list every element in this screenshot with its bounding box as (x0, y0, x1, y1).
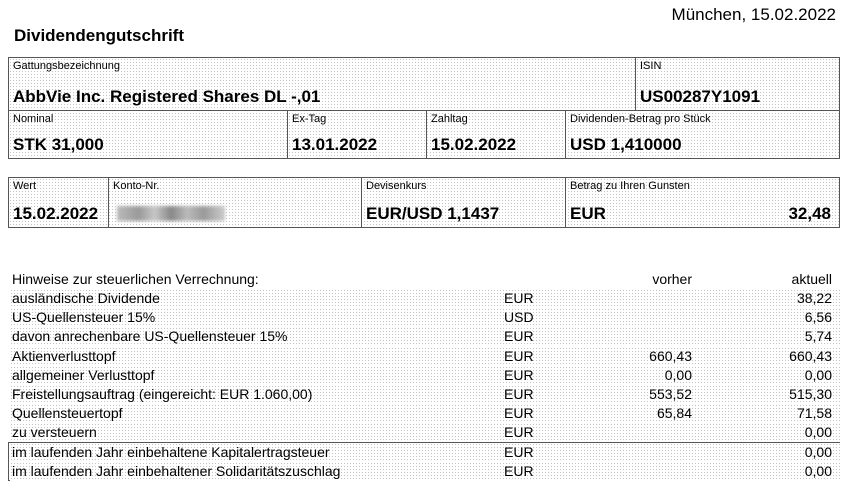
document-title: Dividendengutschrift (14, 26, 185, 45)
tax-row-text: Aktienverlusttopf (12, 347, 116, 364)
betrag-cell: Betrag zu Ihren Gunsten EUR 32,48 (565, 178, 839, 227)
betrag-value: 32,48 (788, 204, 831, 223)
isin-value: US00287Y1091 (640, 87, 761, 106)
tax-row: zu versteuern EUR 0,00 (10, 423, 840, 443)
tax-heading: Hinweise zur steuerlichen Verrechnung: (12, 271, 259, 287)
tax-row-aktuell: 6,56 (804, 309, 832, 326)
tax-row-currency: EUR (504, 366, 534, 383)
tax-row-currency: EUR (504, 405, 534, 422)
extag-cell: Ex-Tag 13.01.2022 (287, 111, 426, 158)
devisen-value: EUR/USD 1,1437 (366, 204, 500, 223)
tax-row-currency: EUR (504, 328, 534, 345)
tax-row-text: Quellensteuertopf (12, 405, 123, 422)
tax-row-text: allgemeiner Verlusttopf (12, 366, 155, 383)
wert-value: 15.02.2022 (13, 204, 99, 223)
payment-box: Wert 15.02.2022 Konto-Nr. Devisenkurs EU… (8, 177, 840, 228)
betrag-label: Betrag zu Ihren Gunsten (570, 180, 690, 192)
nominal-value: STK 31,000 (13, 135, 104, 154)
konto-redacted (117, 206, 225, 221)
col-aktuell: aktuell (791, 271, 832, 287)
tax-row-text: davon anrechenbare US-Quellensteuer 15% (12, 328, 288, 345)
tax-row-aktuell: 5,74 (804, 328, 832, 345)
tax-row-text: im laufenden Jahr einbehaltene Kapitaler… (12, 444, 330, 460)
tax-row-text: ausländische Dividende (12, 290, 160, 306)
tax-row-text: US-Quellensteuer 15% (12, 309, 156, 326)
konto-cell: Konto-Nr. (108, 178, 361, 227)
tax-row: allgemeiner Verlusttopf EUR 0,00 0,00 (10, 365, 840, 385)
tax-row-currency: USD (504, 309, 534, 326)
col-vorher: vorher (652, 271, 692, 287)
zahltag-label: Zahltag (431, 113, 468, 125)
tax-row-aktuell: 0,00 (804, 444, 832, 460)
devisen-label: Devisenkurs (366, 180, 427, 192)
tax-row-vorher: 553,52 (649, 386, 692, 402)
tax-row-aktuell: 38,22 (796, 290, 832, 306)
nominal-cell: Nominal STK 31,000 (9, 111, 287, 158)
tax-row-vorher: 0,00 (664, 366, 692, 383)
tax-boxed-row: im laufenden Jahr einbehaltene Kapitaler… (10, 443, 840, 462)
extag-value: 13.01.2022 (292, 135, 378, 154)
tax-row-text: Freistellungsauftrag (eingereicht: EUR 1… (12, 386, 313, 402)
extag-label: Ex-Tag (292, 113, 327, 125)
tax-boxed-row: im laufenden Jahr einbehaltener Solidari… (10, 461, 840, 481)
tax-heading-row: Hinweise zur steuerlichen Verrechnung: v… (10, 270, 840, 289)
isin-cell: ISIN US00287Y1091 (635, 58, 839, 110)
place-date: München, 15.02.2022 (671, 5, 836, 24)
tax-row-currency: EUR (504, 290, 534, 306)
tax-row: Freistellungsauftrag (eingereicht: EUR 1… (10, 385, 840, 404)
zahltag-value: 15.02.2022 (431, 135, 517, 154)
divbetrag-label: Dividenden-Betrag pro Stück (570, 113, 711, 125)
tax-row-text: im laufenden Jahr einbehaltener Solidari… (12, 462, 341, 479)
divbetrag-cell: Dividenden-Betrag pro Stück USD 1,410000 (565, 111, 839, 158)
isin-label: ISIN (640, 60, 662, 72)
tax-row-currency: EUR (504, 424, 534, 441)
tax-row: davon anrechenbare US-Quellensteuer 15% E… (10, 327, 840, 347)
tax-row-aktuell: 0,00 (804, 424, 832, 441)
tax-row-vorher: 660,43 (649, 347, 692, 364)
tax-row-vorher: 65,84 (656, 405, 692, 422)
betrag-currency: EUR (570, 204, 606, 223)
tax-row-aktuell: 71,58 (796, 405, 832, 422)
wert-label: Wert (13, 180, 37, 192)
security-box: Gattungsbezeichnung AbbVie Inc. Register… (8, 57, 840, 159)
konto-label: Konto-Nr. (113, 180, 160, 192)
gattung-cell: Gattungsbezeichnung AbbVie Inc. Register… (9, 58, 635, 110)
tax-row-currency: EUR (504, 347, 534, 364)
tax-row-aktuell: 0,00 (804, 366, 832, 383)
zahltag-cell: Zahltag 15.02.2022 (426, 111, 565, 158)
gattung-label: Gattungsbezeichnung (13, 60, 121, 72)
tax-row: Aktienverlusttopf EUR 660,43 660,43 (10, 346, 840, 366)
gattung-value: AbbVie Inc. Registered Shares DL -,01 (13, 87, 321, 106)
tax-row-currency: EUR (504, 386, 534, 402)
tax-row-text: zu versteuern (12, 424, 97, 441)
tax-row-currency: EUR (504, 444, 534, 460)
divbetrag-value: USD 1,410000 (570, 135, 682, 154)
wert-cell: Wert 15.02.2022 (9, 178, 108, 227)
tax-row-aktuell: 515,30 (789, 386, 832, 402)
tax-row: ausländische Dividende EUR 38,22 (10, 289, 840, 308)
devisen-cell: Devisenkurs EUR/USD 1,1437 (361, 178, 565, 227)
nominal-label: Nominal (13, 113, 54, 125)
tax-row-currency: EUR (504, 462, 534, 479)
tax-row: Quellensteuertopf EUR 65,84 71,58 (10, 404, 840, 424)
tax-row-aktuell: 0,00 (804, 462, 832, 479)
tax-row-aktuell: 660,43 (789, 347, 832, 364)
tax-row: US-Quellensteuer 15% USD 6,56 (10, 308, 840, 328)
